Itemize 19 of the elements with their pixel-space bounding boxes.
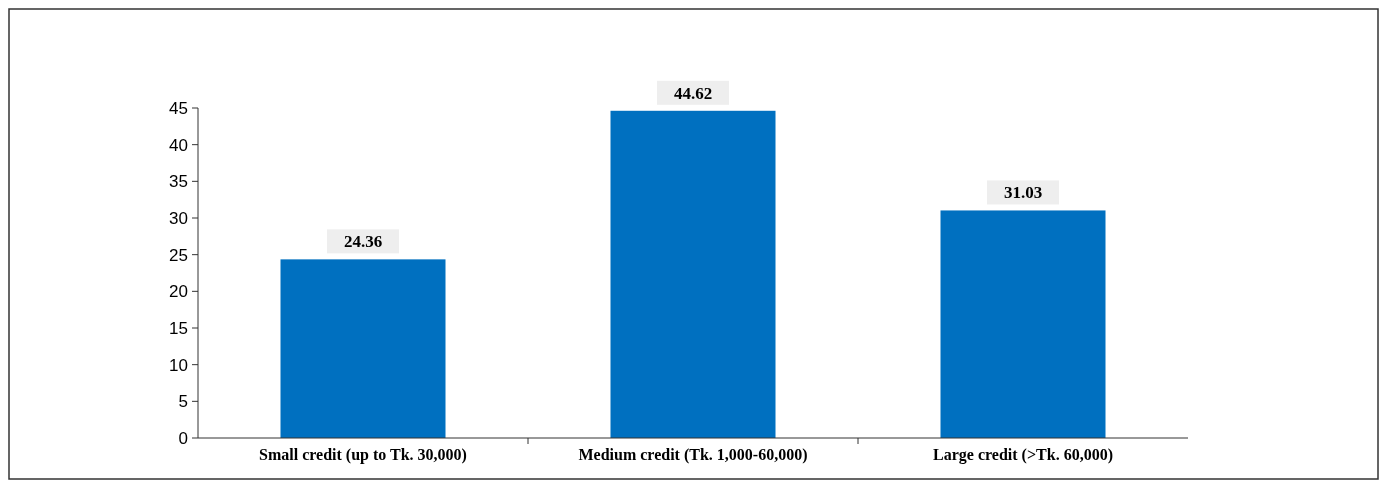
y-tick-label: 5 [178, 392, 188, 412]
x-tick-label: Medium credit (Tk. 1,000-60,000) [578, 446, 808, 464]
x-tick-label: Small credit (up to Tk. 30,000) [259, 446, 467, 464]
bar [610, 110, 776, 438]
x-tick-label: Large credit (>Tk. 60,000) [933, 446, 1113, 464]
data-label: 44.62 [673, 83, 713, 103]
y-tick-label: 35 [169, 172, 188, 192]
y-tick-label: 0 [178, 428, 188, 448]
y-tick-label: 10 [169, 355, 188, 375]
y-tick-label: 45 [169, 98, 188, 118]
data-label: 24.36 [343, 232, 383, 252]
bar [280, 259, 446, 438]
y-tick-label: 25 [169, 245, 188, 265]
y-tick-label: 40 [169, 135, 188, 155]
y-tick-label: 30 [169, 208, 188, 228]
data-label: 31.03 [1003, 183, 1043, 203]
bar [940, 210, 1106, 438]
y-tick-label: 15 [169, 318, 188, 338]
y-tick-label: 20 [169, 282, 188, 302]
